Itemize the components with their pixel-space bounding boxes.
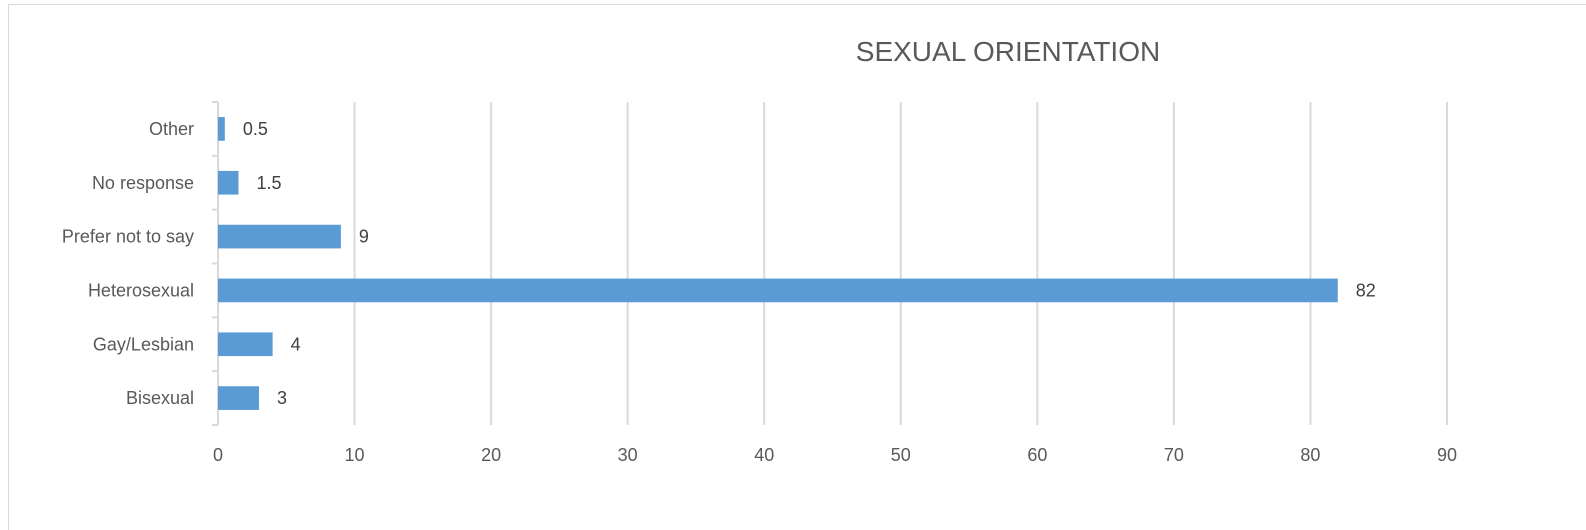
category-label: Bisexual — [126, 388, 194, 408]
x-tick-label: 90 — [1437, 445, 1457, 465]
x-tick-label: 30 — [618, 445, 638, 465]
x-tick-label: 0 — [213, 445, 223, 465]
x-tick-label: 10 — [345, 445, 365, 465]
bar — [218, 117, 225, 141]
bar — [218, 332, 273, 357]
category-label: Heterosexual — [88, 280, 194, 300]
category-label: No response — [92, 173, 194, 193]
x-axis-tick-labels: 0 10 20 30 40 50 60 70 80 90 — [213, 445, 1457, 465]
data-label: 0.5 — [243, 119, 268, 139]
data-label: 3 — [277, 388, 287, 408]
category-label: Other — [149, 119, 194, 139]
x-tick-label: 60 — [1027, 445, 1047, 465]
data-label: 9 — [359, 227, 369, 247]
bars — [218, 117, 1338, 410]
data-label: 82 — [1356, 280, 1376, 300]
data-label: 1.5 — [256, 173, 281, 193]
x-tick-label: 50 — [891, 445, 911, 465]
bar — [218, 278, 1338, 303]
bar — [218, 386, 259, 410]
bar — [218, 170, 239, 195]
data-label: 4 — [291, 334, 301, 354]
category-label: Gay/Lesbian — [93, 334, 194, 354]
category-labels: Other No response Prefer not to say Heteros… — [62, 119, 194, 408]
x-tick-label: 20 — [481, 445, 501, 465]
x-tick-label: 80 — [1300, 445, 1320, 465]
chart-title: SEXUAL ORIENTATION — [856, 36, 1160, 67]
gridlines — [353, 102, 1448, 425]
data-labels: 0.5 1.5 9 82 4 3 — [243, 119, 1376, 408]
bar — [218, 224, 341, 249]
chart-frame — [8, 4, 1586, 530]
x-tick-label: 40 — [754, 445, 774, 465]
category-axis — [212, 101, 219, 426]
x-tick-label: 70 — [1164, 445, 1184, 465]
category-label: Prefer not to say — [62, 227, 194, 247]
